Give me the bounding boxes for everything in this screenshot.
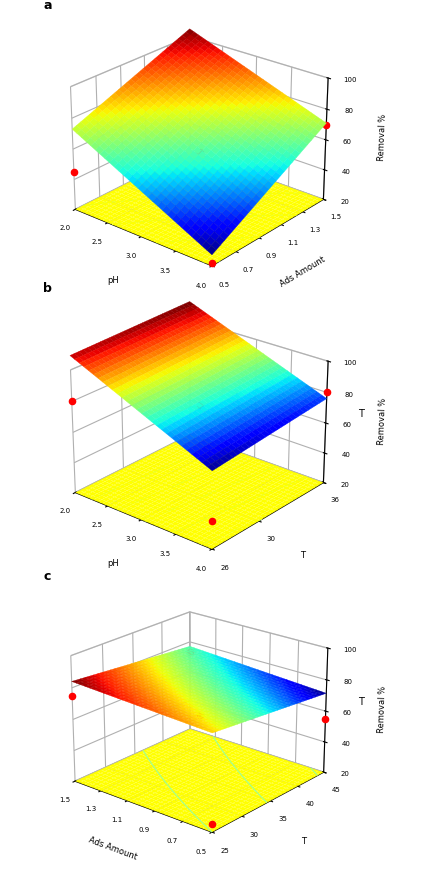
Text: T: T [357, 410, 363, 419]
X-axis label: pH: pH [107, 559, 119, 568]
Text: T: T [357, 697, 363, 707]
Text: a: a [43, 0, 52, 12]
X-axis label: Ads Amount: Ads Amount [87, 835, 138, 862]
Y-axis label: T: T [299, 550, 305, 559]
Text: c: c [43, 570, 50, 582]
Y-axis label: T: T [300, 837, 305, 846]
Y-axis label: Ads Amount: Ads Amount [278, 255, 326, 289]
X-axis label: pH: pH [107, 276, 119, 285]
Text: b: b [43, 282, 52, 295]
